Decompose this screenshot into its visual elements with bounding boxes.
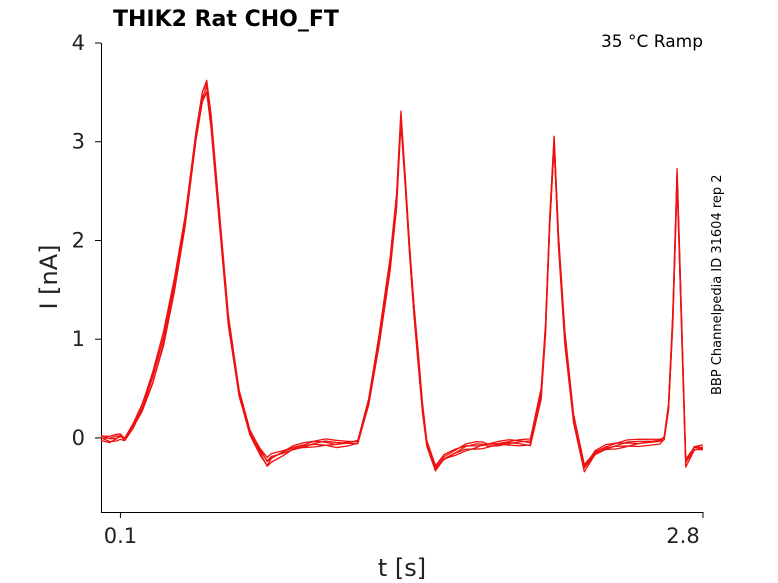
condition-label: 35 °C Ramp bbox=[601, 32, 703, 52]
y-axis-label: I [nA] bbox=[35, 244, 63, 309]
y-tick-label: 2 bbox=[72, 228, 85, 252]
side-label: BBP Channelpedia ID 31604 rep 2 bbox=[710, 174, 725, 395]
x-axis-label: t [s] bbox=[378, 554, 426, 582]
x-ticks: 0.1 2.8 bbox=[104, 512, 704, 548]
chart-title: THIK2 Rat CHO_FT bbox=[113, 7, 339, 32]
trace-line bbox=[100, 90, 704, 473]
x-tick-label: 0.1 bbox=[104, 524, 137, 548]
y-tick-label: 3 bbox=[72, 130, 85, 154]
y-tick-label: 1 bbox=[72, 327, 85, 351]
y-ticks: 0 1 2 3 4 bbox=[72, 31, 101, 450]
y-tick-label: 4 bbox=[72, 31, 85, 55]
traces bbox=[100, 79, 704, 473]
y-tick-label: 0 bbox=[72, 426, 85, 450]
x-tick-label: 2.8 bbox=[666, 524, 699, 548]
